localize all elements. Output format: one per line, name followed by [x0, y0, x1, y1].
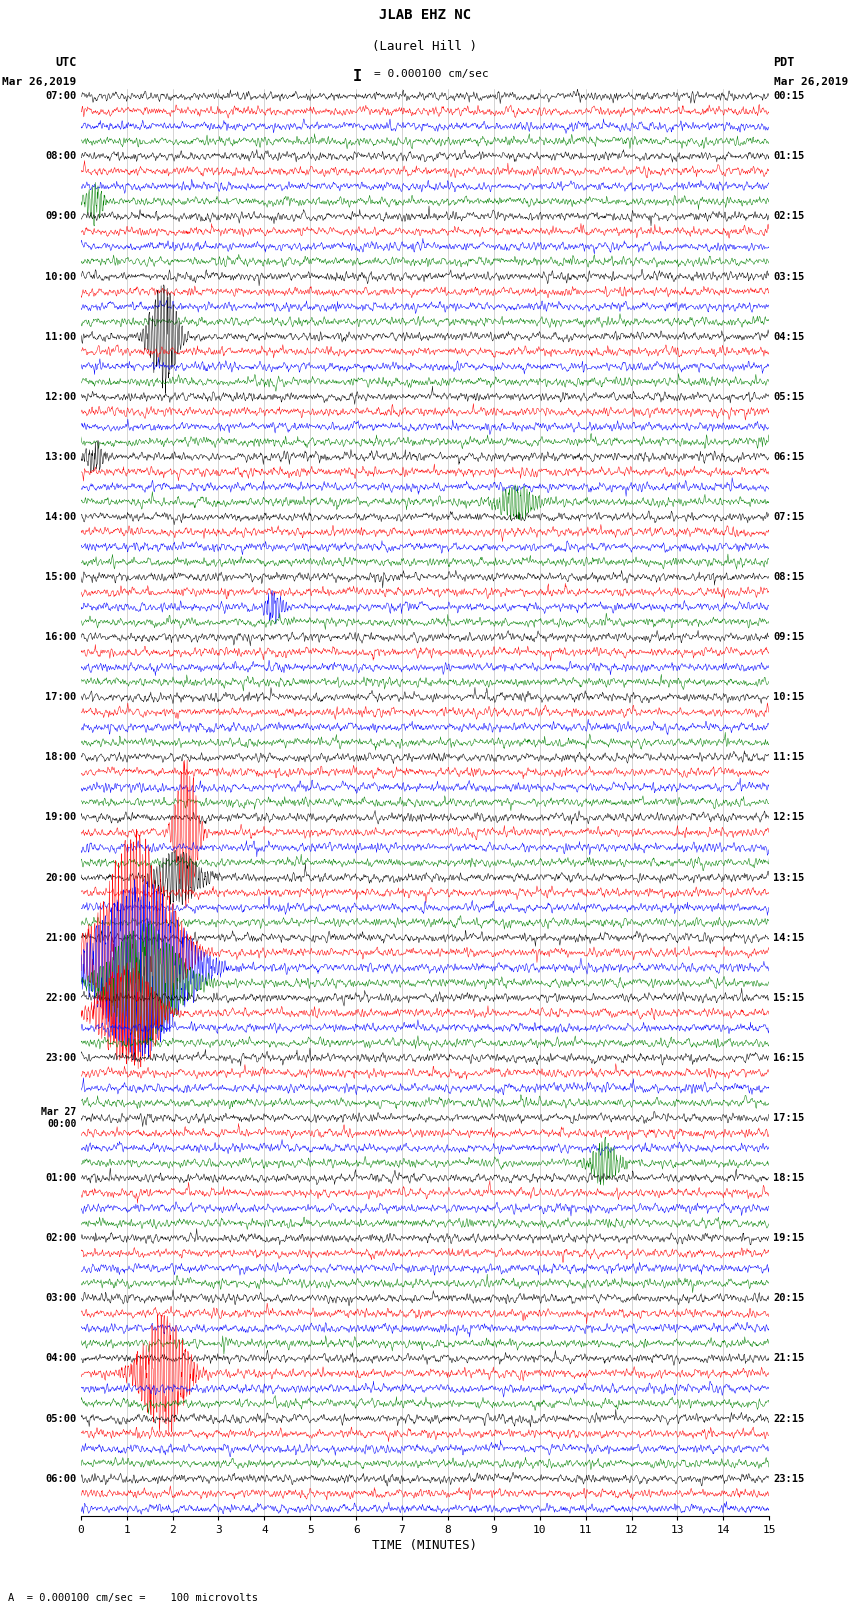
Text: = 0.000100 cm/sec: = 0.000100 cm/sec: [374, 69, 489, 79]
Text: 14:15: 14:15: [774, 932, 805, 942]
Text: 03:15: 03:15: [774, 271, 805, 282]
Text: 06:00: 06:00: [45, 1474, 76, 1484]
Text: 09:15: 09:15: [774, 632, 805, 642]
Text: 18:00: 18:00: [45, 752, 76, 763]
Text: 07:00: 07:00: [45, 92, 76, 102]
Text: 07:15: 07:15: [774, 511, 805, 523]
Text: 18:15: 18:15: [774, 1173, 805, 1182]
Text: 11:00: 11:00: [45, 332, 76, 342]
Text: A  = 0.000100 cm/sec =    100 microvolts: A = 0.000100 cm/sec = 100 microvolts: [8, 1594, 258, 1603]
Text: 13:00: 13:00: [45, 452, 76, 461]
Text: 03:00: 03:00: [45, 1294, 76, 1303]
Text: 20:00: 20:00: [45, 873, 76, 882]
Text: 00:00: 00:00: [47, 1119, 76, 1129]
Text: 23:00: 23:00: [45, 1053, 76, 1063]
Text: (Laurel Hill ): (Laurel Hill ): [372, 40, 478, 53]
Text: Mar 27: Mar 27: [42, 1107, 76, 1116]
Text: 21:15: 21:15: [774, 1353, 805, 1363]
Text: 16:15: 16:15: [774, 1053, 805, 1063]
Text: 05:00: 05:00: [45, 1413, 76, 1424]
Text: 02:00: 02:00: [45, 1234, 76, 1244]
Text: 20:15: 20:15: [774, 1294, 805, 1303]
Text: JLAB EHZ NC: JLAB EHZ NC: [379, 8, 471, 23]
Text: 15:15: 15:15: [774, 994, 805, 1003]
Text: 19:15: 19:15: [774, 1234, 805, 1244]
Text: 13:15: 13:15: [774, 873, 805, 882]
Text: 17:00: 17:00: [45, 692, 76, 702]
Text: 01:15: 01:15: [774, 152, 805, 161]
Text: 22:15: 22:15: [774, 1413, 805, 1424]
Text: Mar 26,2019: Mar 26,2019: [3, 77, 76, 87]
Text: 04:00: 04:00: [45, 1353, 76, 1363]
Text: 08:00: 08:00: [45, 152, 76, 161]
Text: 08:15: 08:15: [774, 573, 805, 582]
Text: 16:00: 16:00: [45, 632, 76, 642]
Text: 00:15: 00:15: [774, 92, 805, 102]
Text: 17:15: 17:15: [774, 1113, 805, 1123]
Text: 10:00: 10:00: [45, 271, 76, 282]
Text: 01:00: 01:00: [45, 1173, 76, 1182]
Text: I: I: [353, 69, 361, 84]
Text: 10:15: 10:15: [774, 692, 805, 702]
Text: 02:15: 02:15: [774, 211, 805, 221]
Text: 14:00: 14:00: [45, 511, 76, 523]
X-axis label: TIME (MINUTES): TIME (MINUTES): [372, 1539, 478, 1552]
Text: 21:00: 21:00: [45, 932, 76, 942]
Text: Mar 26,2019: Mar 26,2019: [774, 77, 847, 87]
Text: 12:00: 12:00: [45, 392, 76, 402]
Text: 06:15: 06:15: [774, 452, 805, 461]
Text: 04:15: 04:15: [774, 332, 805, 342]
Text: 05:15: 05:15: [774, 392, 805, 402]
Text: UTC: UTC: [55, 56, 76, 69]
Text: 22:00: 22:00: [45, 994, 76, 1003]
Text: 23:15: 23:15: [774, 1474, 805, 1484]
Text: 15:00: 15:00: [45, 573, 76, 582]
Text: 11:15: 11:15: [774, 752, 805, 763]
Text: PDT: PDT: [774, 56, 795, 69]
Text: 19:00: 19:00: [45, 813, 76, 823]
Text: 09:00: 09:00: [45, 211, 76, 221]
Text: 12:15: 12:15: [774, 813, 805, 823]
